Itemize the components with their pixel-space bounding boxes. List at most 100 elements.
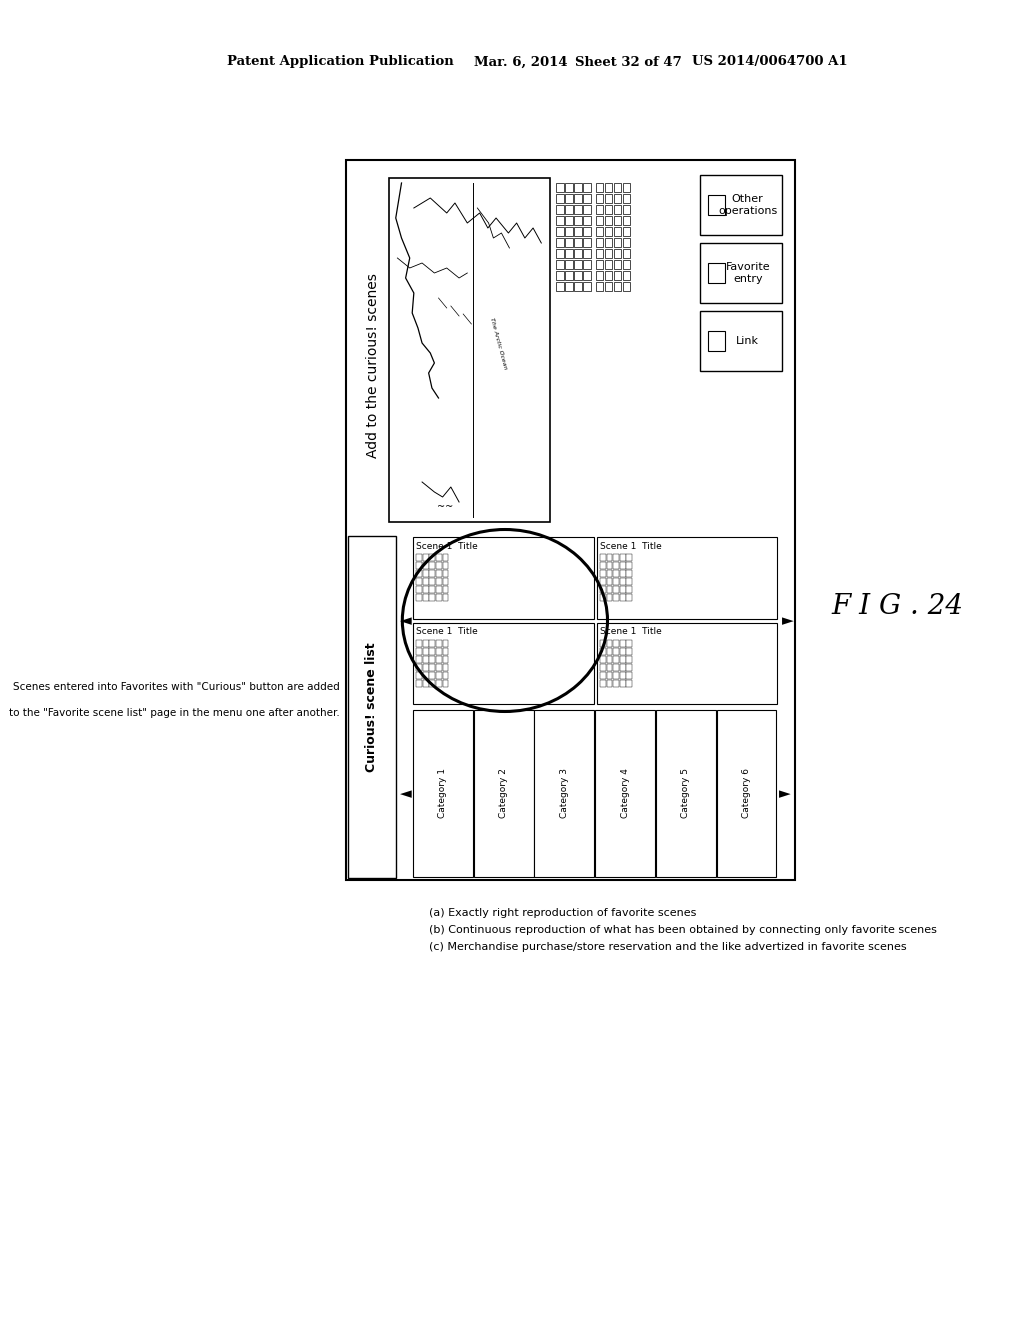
Bar	[413, 623, 594, 704]
Bar	[417, 664, 422, 671]
Bar	[417, 578, 422, 585]
Text: Scenes entered into Favorites with "Curious" button are added: Scenes entered into Favorites with "Curi…	[13, 682, 340, 692]
Bar	[574, 194, 582, 203]
Bar	[606, 664, 612, 671]
Text: ►: ►	[782, 612, 794, 628]
Bar	[442, 664, 449, 671]
Bar	[600, 680, 606, 686]
Text: Mar. 6, 2014: Mar. 6, 2014	[474, 55, 567, 69]
Bar	[429, 672, 435, 678]
Bar	[606, 594, 612, 601]
Bar	[574, 282, 582, 290]
Bar	[429, 578, 435, 585]
Bar	[627, 639, 632, 647]
Bar	[596, 205, 603, 214]
Text: Category 4: Category 4	[621, 768, 630, 818]
Bar	[709, 195, 725, 215]
Bar	[423, 570, 429, 577]
Bar	[556, 260, 563, 269]
Bar	[596, 227, 603, 236]
Bar	[606, 648, 612, 655]
Bar	[584, 216, 591, 224]
Bar	[606, 656, 612, 663]
Bar	[613, 194, 622, 203]
Bar	[565, 282, 572, 290]
Bar	[442, 639, 449, 647]
Bar	[429, 562, 435, 569]
Bar	[417, 562, 422, 569]
Bar	[596, 260, 603, 269]
Bar	[620, 656, 626, 663]
Bar	[429, 594, 435, 601]
Text: Category 5: Category 5	[681, 768, 690, 818]
Bar	[623, 260, 630, 269]
Bar	[620, 672, 626, 678]
Bar	[600, 648, 606, 655]
Bar	[389, 178, 550, 521]
Bar	[436, 639, 441, 647]
Bar	[436, 648, 441, 655]
Bar	[574, 205, 582, 214]
Bar	[620, 680, 626, 686]
Bar	[565, 194, 572, 203]
Bar	[606, 680, 612, 686]
Bar	[429, 639, 435, 647]
Bar	[417, 648, 422, 655]
Bar	[604, 282, 612, 290]
Bar	[627, 578, 632, 585]
Text: Scene 1  Title: Scene 1 Title	[600, 627, 662, 636]
Bar	[627, 680, 632, 686]
Text: Curious! scene list: Curious! scene list	[366, 643, 379, 772]
Bar	[556, 227, 563, 236]
Bar	[623, 194, 630, 203]
Bar	[717, 710, 776, 876]
Bar	[613, 238, 622, 247]
Text: ►: ►	[779, 785, 791, 801]
Bar	[429, 664, 435, 671]
Bar	[596, 282, 603, 290]
Text: Category 6: Category 6	[742, 768, 751, 818]
Bar	[623, 271, 630, 280]
Bar	[436, 586, 441, 593]
Bar	[429, 554, 435, 561]
Bar	[620, 570, 626, 577]
Bar	[584, 238, 591, 247]
Bar	[574, 260, 582, 269]
Bar	[613, 183, 622, 191]
Bar	[604, 183, 612, 191]
Text: Category 2: Category 2	[499, 768, 508, 818]
Bar	[606, 554, 612, 561]
Bar	[623, 238, 630, 247]
Bar	[623, 216, 630, 224]
Bar	[596, 249, 603, 257]
Bar	[623, 205, 630, 214]
Bar	[627, 562, 632, 569]
Text: US 2014/0064700 A1: US 2014/0064700 A1	[692, 55, 848, 69]
Bar	[700, 312, 782, 371]
Bar	[474, 710, 534, 876]
Text: ◄: ◄	[399, 612, 412, 628]
Bar	[417, 554, 422, 561]
Bar	[709, 263, 725, 282]
Bar	[436, 594, 441, 601]
Bar	[627, 664, 632, 671]
Bar	[423, 562, 429, 569]
Bar	[565, 227, 572, 236]
Bar	[584, 271, 591, 280]
Bar	[620, 594, 626, 601]
Bar	[423, 578, 429, 585]
Text: ~~: ~~	[437, 502, 454, 512]
Bar	[436, 656, 441, 663]
Bar	[596, 216, 603, 224]
Bar	[606, 586, 612, 593]
Bar	[604, 227, 612, 236]
Bar	[613, 260, 622, 269]
Bar	[700, 243, 782, 304]
Bar	[429, 656, 435, 663]
Bar	[600, 664, 606, 671]
Bar	[556, 271, 563, 280]
Bar	[442, 594, 449, 601]
Bar	[613, 578, 620, 585]
Bar	[613, 282, 622, 290]
Bar	[574, 238, 582, 247]
